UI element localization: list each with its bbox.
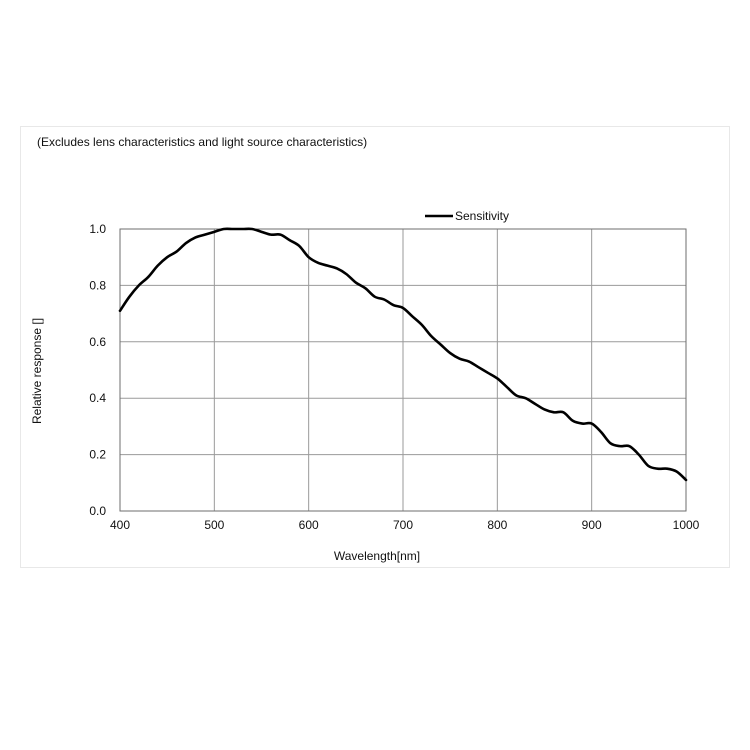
y-tick-label: 0.6 (89, 335, 106, 349)
ticks: 400 500 600 700 800 900 1000 0.0 0.2 0.4 0.6 0.8 1.0 (89, 222, 699, 532)
chart-frame: (Excludes lens characteristics and light… (20, 126, 730, 568)
x-tick-label: 600 (299, 518, 319, 532)
x-tick-label: 500 (204, 518, 224, 532)
y-axis-title: Relative response [] (30, 318, 44, 424)
y-tick-label: 1.0 (89, 222, 106, 236)
legend: Sensitivity (425, 209, 509, 223)
x-tick-label: 900 (582, 518, 602, 532)
x-tick-label: 800 (487, 518, 507, 532)
plot-border (119, 228, 687, 512)
chart: (Excludes lens characteristics and light… (30, 135, 700, 563)
series-line-sensitivity (118, 227, 688, 482)
x-tick-label: 1000 (673, 518, 700, 532)
legend-label-sensitivity: Sensitivity (455, 209, 509, 223)
y-tick-label: 0.2 (89, 448, 106, 462)
y-tick-label: 0.4 (89, 391, 106, 405)
y-tick-label: 0.8 (89, 278, 106, 292)
x-tick-label: 400 (110, 518, 130, 532)
y-tick-label: 0.0 (89, 504, 106, 518)
series-layer (118, 227, 688, 482)
chart-note: (Excludes lens characteristics and light… (37, 135, 367, 149)
x-axis-title: Wavelength[nm] (334, 549, 420, 563)
grid (120, 229, 686, 511)
x-tick-label: 700 (393, 518, 413, 532)
plot-area (119, 228, 687, 512)
